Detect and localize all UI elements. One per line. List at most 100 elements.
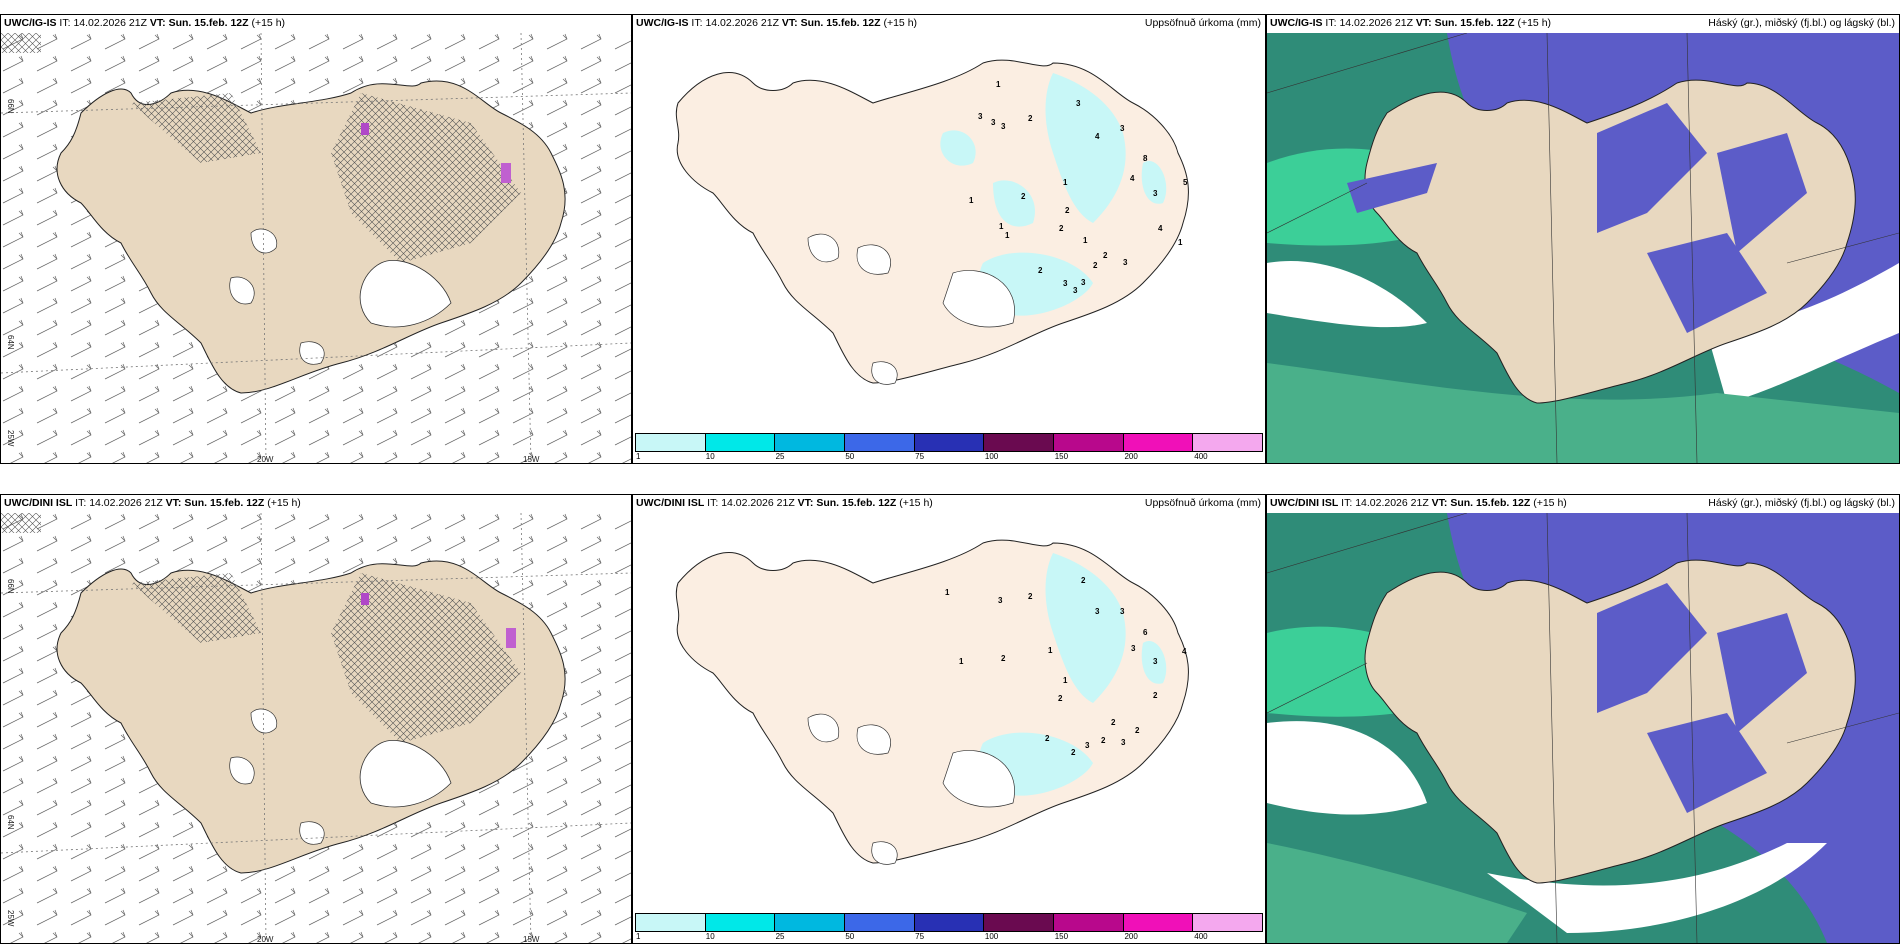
lon-label-15w: 15W <box>523 455 540 464</box>
svg-text:2: 2 <box>1058 694 1063 703</box>
svg-text:2: 2 <box>1111 718 1116 727</box>
panel-bottom-left-wind-map: UWC/DINI ISL IT: 14.02.2026 21Z VT: Sun.… <box>0 494 632 944</box>
precip-area <box>1045 73 1126 223</box>
colorbar-segment <box>914 434 985 451</box>
colorbar-segment <box>845 914 915 931</box>
valid-time: Sun. 15.feb. 12Z <box>1434 17 1515 29</box>
init-time: 14.02.2026 21Z <box>89 497 163 509</box>
svg-text:1: 1 <box>969 196 974 205</box>
glacier-hofsjokull <box>229 276 255 305</box>
lon-label-25w: 25W <box>6 430 15 447</box>
svg-text:3: 3 <box>1095 607 1100 616</box>
svg-text:4: 4 <box>1095 132 1100 141</box>
glacier-hofsjokull <box>856 244 891 275</box>
panel-header: UWC/IG-IS IT: 14.02.2026 21Z VT: Sun. 15… <box>1 15 631 32</box>
longitude-line-20w <box>260 33 267 463</box>
valid-time: Sun. 15.feb. 12Z <box>1450 497 1531 509</box>
precip-value-labels: 1 3 2 2 3 3 6 3 4 2 1 1 1 2 3 2 2 2 2 3 … <box>945 576 1187 757</box>
svg-text:3: 3 <box>1131 644 1136 653</box>
cloud-high-area <box>1717 613 1807 733</box>
model-name: UWC/IG-IS <box>1270 17 1323 29</box>
panel-header: UWC/DINI ISL IT: 14.02.2026 21Z VT: Sun.… <box>633 495 1265 512</box>
colorbar-segment <box>845 434 915 451</box>
cloud-low-area <box>1267 363 1899 463</box>
cloud-free-area <box>1267 261 1427 328</box>
svg-text:1: 1 <box>1005 231 1010 240</box>
svg-text:3: 3 <box>978 112 983 121</box>
lead-time: (+15 h) <box>899 497 933 509</box>
valid-time: Sun. 15.feb. 12Z <box>168 17 249 29</box>
cloud-map-canvas <box>1267 513 1899 943</box>
lat-label-64n: 64N <box>6 815 15 830</box>
map-title: Háský (gr.), miðský (fj.bl.) og lágský (… <box>1708 497 1895 509</box>
precip-area <box>1141 161 1167 204</box>
init-time: 14.02.2026 21Z <box>73 17 147 29</box>
cloud-free-area <box>1267 721 1427 815</box>
colorbar-segment <box>1193 914 1263 931</box>
glacier-langjokull <box>807 233 840 263</box>
svg-text:1: 1 <box>945 588 950 597</box>
model-name: UWC/IG-IS <box>636 17 689 29</box>
cloud-high-area <box>1597 583 1707 713</box>
lat-label-66n: 66N <box>6 99 15 114</box>
glacier-hofsjokull <box>229 756 255 785</box>
svg-text:3: 3 <box>1001 122 1006 131</box>
svg-text:2: 2 <box>1093 261 1098 270</box>
panel-header: UWC/DINI ISL IT: 14.02.2026 21Z VT: Sun.… <box>1267 495 1899 512</box>
panel-bottom-right-cloud-map: UWC/DINI ISL IT: 14.02.2026 21Z VT: Sun.… <box>1266 494 1900 944</box>
glacier-langjokull <box>807 713 840 743</box>
svg-text:2: 2 <box>1071 748 1076 757</box>
precip-map-canvas: 1 3 2 2 3 3 6 3 4 2 1 1 1 2 3 2 2 2 2 3 … <box>675 539 1189 865</box>
svg-text:2: 2 <box>1065 206 1070 215</box>
svg-text:3: 3 <box>1085 741 1090 750</box>
cloud-high-area <box>1647 713 1767 813</box>
cloud-low-area <box>1267 843 1527 943</box>
lat-label-64n: 64N <box>6 335 15 350</box>
colorbar-segment <box>705 914 776 931</box>
svg-text:2: 2 <box>1103 251 1108 260</box>
panel-header: UWC/IG-IS IT: 14.02.2026 21Z VT: Sun. 15… <box>1267 15 1899 32</box>
map-title: Uppsöfnuð úrkoma (mm) <box>1144 17 1261 29</box>
svg-text:4: 4 <box>1182 647 1187 656</box>
valid-time: Sun. 15.feb. 12Z <box>184 497 265 509</box>
precip-hatch <box>131 573 261 643</box>
precip-spot <box>361 123 369 135</box>
colorbar-segment <box>984 434 1055 451</box>
precip-area <box>993 180 1035 227</box>
colorbar-segment <box>1054 914 1124 931</box>
glacier-vatnajokull <box>359 740 452 808</box>
colorbar-segment <box>914 914 985 931</box>
cloud-high-area <box>1347 163 1437 213</box>
glacier-vatnajokull <box>359 260 452 328</box>
precip-map-canvas: 1 3 3 3 2 3 4 3 8 4 3 5 1 1 2 2 1 2 1 1 … <box>675 59 1189 385</box>
lead-time: (+15 h) <box>267 497 301 509</box>
svg-text:2: 2 <box>1038 266 1043 275</box>
glacier-vatnajokull <box>942 750 1015 808</box>
svg-text:2: 2 <box>1135 726 1140 735</box>
model-name: UWC/DINI ISL <box>636 497 705 509</box>
panel-top-left-wind-map: UWC/IG-IS IT: 14.02.2026 21Z VT: Sun. 15… <box>0 14 632 464</box>
precip-hatch <box>331 93 521 263</box>
model-name: UWC/DINI ISL <box>4 497 73 509</box>
panel-top-mid-precip-map: UWC/IG-IS IT: 14.02.2026 21Z VT: Sun. 15… <box>632 14 1266 464</box>
precip-spot <box>501 163 511 183</box>
svg-text:2: 2 <box>1028 592 1033 601</box>
svg-text:2: 2 <box>1001 654 1006 663</box>
glacier-langjokull <box>250 228 278 254</box>
svg-text:3: 3 <box>1120 124 1125 133</box>
svg-text:3: 3 <box>991 118 996 127</box>
colorbar-segment <box>1054 434 1124 451</box>
svg-text:3: 3 <box>1063 279 1068 288</box>
glacier-vatnajokull <box>942 270 1015 328</box>
latitude-line-66n <box>1 572 631 594</box>
init-time: 14.02.2026 21Z <box>721 497 795 509</box>
lead-time: (+15 h) <box>251 17 286 29</box>
glacier-hofsjokull <box>856 724 891 755</box>
model-name: UWC/DINI ISL <box>1270 497 1339 509</box>
svg-text:3: 3 <box>1081 278 1086 287</box>
cloud-high-area <box>1717 133 1807 253</box>
latitude-line-66n <box>1 92 631 114</box>
colorbar-segment <box>1123 434 1194 451</box>
longitude-line-20w <box>260 513 267 943</box>
glacier-myrdalsjokull <box>871 361 898 385</box>
